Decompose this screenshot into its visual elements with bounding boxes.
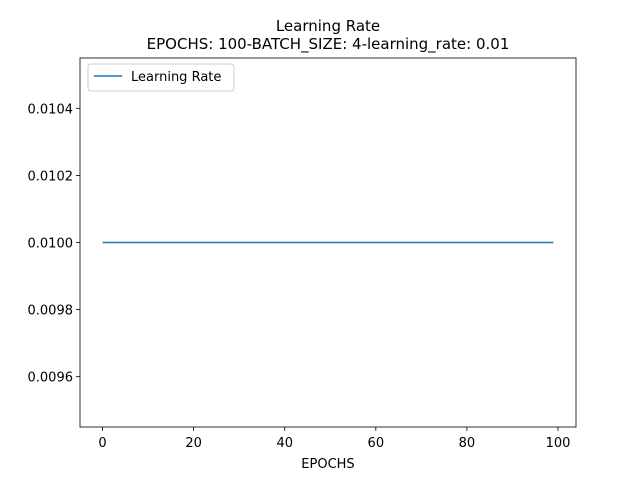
x-axis: 0 20 40 60 80 100 <box>98 427 570 451</box>
chart-subtitle: EPOCHS: 100-BATCH_SIZE: 4-learning_rate:… <box>147 35 510 54</box>
y-tick-label-1: 0.0098 <box>28 304 74 319</box>
y-tick-label-3: 0.0102 <box>28 169 74 184</box>
legend-box <box>87 63 235 92</box>
legend: Learning Rate <box>87 63 235 92</box>
x-axis-label: EPOCHS <box>301 457 354 472</box>
x-tick-label-60: 60 <box>368 436 385 451</box>
y-axis: 0.0096 0.0098 0.0100 0.0102 0.0104 <box>28 102 80 386</box>
x-tick-label-40: 40 <box>276 436 293 451</box>
legend-label-learning-rate: Learning Rate <box>131 70 221 85</box>
x-tick-label-100: 100 <box>546 436 571 451</box>
x-tick-label-0: 0 <box>98 436 106 451</box>
y-tick-label-0: 0.0096 <box>28 371 74 386</box>
y-tick-label-2: 0.0100 <box>28 237 74 252</box>
chart-title: Learning Rate <box>276 17 380 35</box>
x-tick-label-80: 80 <box>459 436 476 451</box>
y-tick-label-4: 0.0104 <box>28 102 74 117</box>
x-tick-label-20: 20 <box>185 436 202 451</box>
